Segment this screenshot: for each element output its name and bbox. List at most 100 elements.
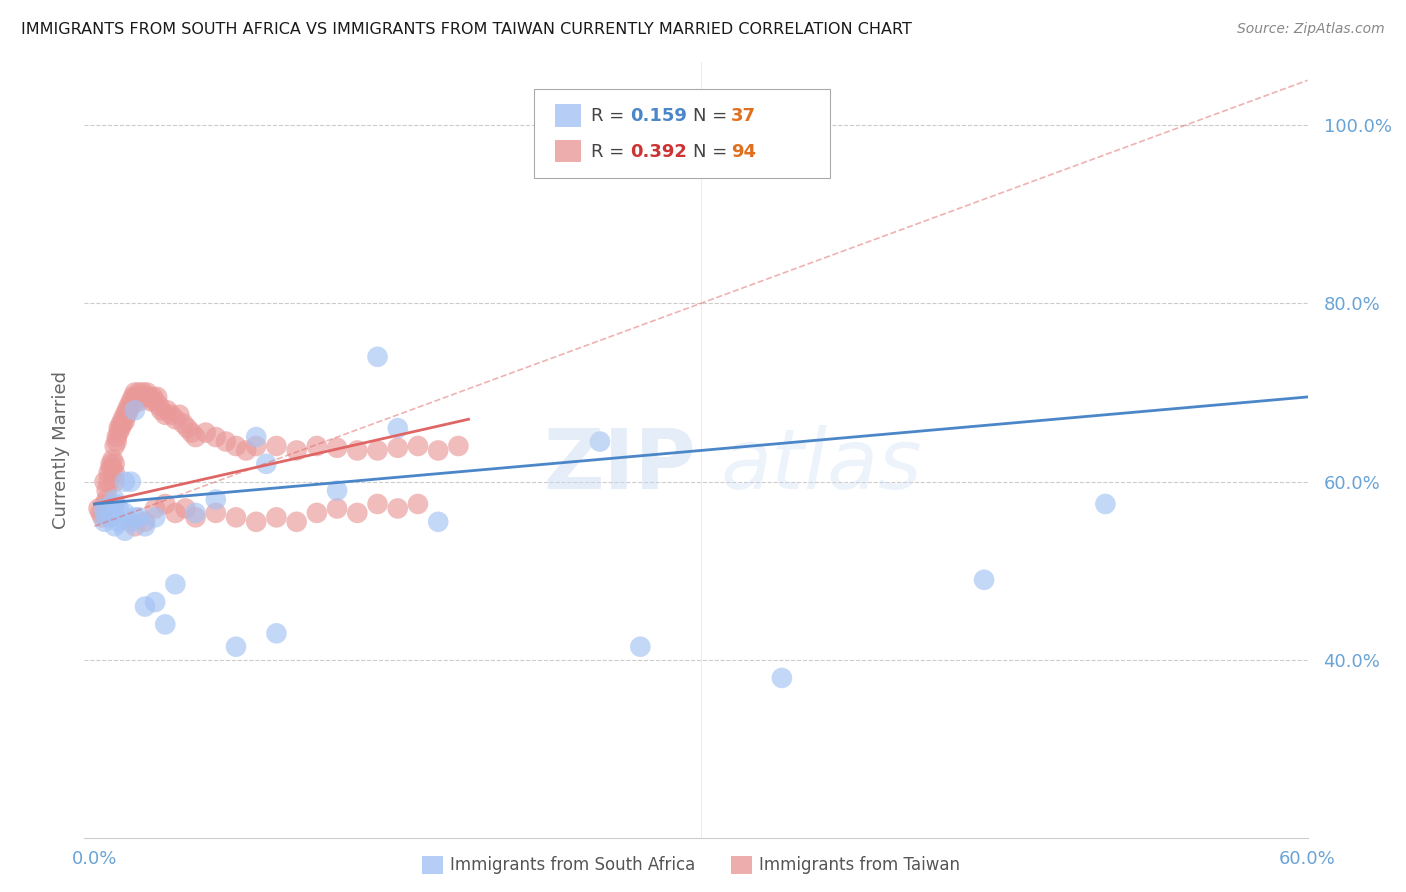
Text: IMMIGRANTS FROM SOUTH AFRICA VS IMMIGRANTS FROM TAIWAN CURRENTLY MARRIED CORRELA: IMMIGRANTS FROM SOUTH AFRICA VS IMMIGRAN… [21,22,912,37]
Text: 37: 37 [731,107,756,125]
Point [165,506,187,520]
Point [120,515,142,529]
Point [124,403,146,417]
Point [160,408,183,422]
Text: Source: ZipAtlas.com: Source: ZipAtlas.com [1237,22,1385,37]
Point [169,408,191,422]
Point [165,577,187,591]
Point [139,394,162,409]
Point [346,506,368,520]
Point [165,412,187,426]
Point [118,399,141,413]
Point [105,430,128,444]
Text: Immigrants from Taiwan: Immigrants from Taiwan [759,856,960,874]
Point [326,501,349,516]
Point [118,403,141,417]
Point [93,475,115,489]
Point [104,492,127,507]
Point [97,475,120,489]
Point [589,434,612,449]
Point [367,497,389,511]
Point [326,483,349,498]
Point [172,417,194,431]
Point [110,417,132,431]
Point [387,441,409,455]
Text: 0.159: 0.159 [630,107,686,125]
Point [104,457,127,471]
Point [120,475,142,489]
Point [770,671,793,685]
Point [101,452,124,467]
Point [120,399,142,413]
Point [96,492,118,507]
Point [387,421,409,435]
Point [235,443,257,458]
Text: N =: N = [693,107,733,125]
Point [124,519,146,533]
Point [107,515,129,529]
Text: atlas: atlas [720,425,922,507]
Point [155,497,177,511]
Point [111,412,134,426]
Point [111,417,134,431]
Point [174,501,197,516]
Point [104,519,127,533]
Point [427,443,450,458]
Point [184,430,207,444]
Point [122,390,145,404]
Point [143,595,166,609]
Point [150,403,173,417]
Point [134,390,156,404]
Point [114,408,136,422]
Point [91,510,114,524]
Point [155,617,177,632]
Point [114,414,136,428]
Point [146,390,169,404]
Point [115,403,138,417]
Point [204,430,226,444]
Point [128,385,150,400]
Point [100,510,122,524]
Point [128,510,150,524]
Point [447,439,470,453]
Point [204,506,226,520]
Point [128,394,150,409]
Point [97,466,120,480]
Point [114,506,136,520]
Point [107,501,129,516]
Point [1094,497,1116,511]
Point [134,515,156,529]
Point [184,510,207,524]
Point [225,640,247,654]
Point [245,439,267,453]
Point [176,421,198,435]
Point [143,510,166,524]
Point [104,439,127,453]
Point [245,430,267,444]
Point [406,439,429,453]
Point [215,434,238,449]
Point [142,390,165,404]
Point [266,439,288,453]
Point [143,501,166,516]
Point [180,425,202,440]
Text: R =: R = [591,107,630,125]
Point [305,506,328,520]
Text: R =: R = [591,143,630,161]
Point [136,385,159,400]
Point [120,394,142,409]
Point [114,475,136,489]
Text: 0.392: 0.392 [630,143,686,161]
Point [93,501,115,516]
Point [93,506,115,520]
Point [93,497,115,511]
Point [107,425,129,440]
Point [225,439,247,453]
Point [122,396,145,410]
Point [285,443,308,458]
Point [110,421,132,435]
Point [134,519,156,533]
Text: 94: 94 [731,143,756,161]
Point [245,515,267,529]
Point [326,441,349,455]
